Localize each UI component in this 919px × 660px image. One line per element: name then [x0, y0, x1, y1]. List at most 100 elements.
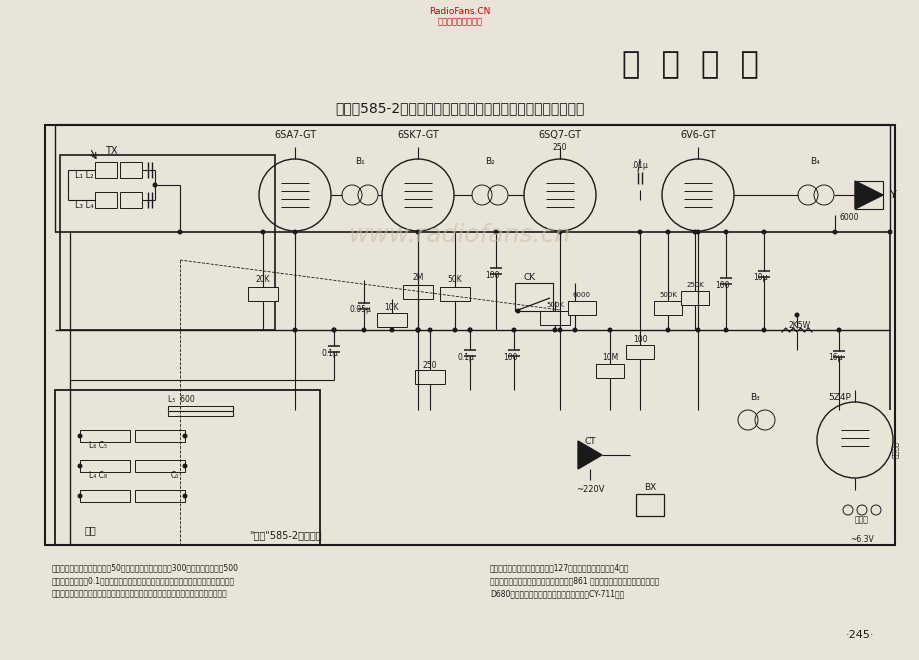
- Text: 0.1μ: 0.1μ: [322, 348, 338, 358]
- Bar: [135, 430, 185, 442]
- Bar: [168, 406, 233, 416]
- Bar: [248, 287, 278, 301]
- Circle shape: [761, 327, 766, 333]
- Bar: [80, 460, 130, 472]
- Circle shape: [695, 230, 699, 234]
- Text: B₁: B₁: [355, 158, 365, 166]
- Text: L₃ L₄: L₃ L₄: [75, 201, 94, 209]
- Circle shape: [452, 327, 457, 333]
- Circle shape: [722, 230, 728, 234]
- Circle shape: [259, 159, 331, 231]
- Circle shape: [664, 230, 670, 234]
- Circle shape: [77, 434, 83, 438]
- Bar: [414, 370, 445, 384]
- Text: 各管灯组: 各管灯组: [891, 442, 897, 459]
- Circle shape: [415, 230, 420, 234]
- Text: Y: Y: [889, 190, 896, 200]
- Text: 250: 250: [552, 143, 567, 152]
- Text: 10μ: 10μ: [752, 273, 766, 282]
- Text: CK: CK: [523, 273, 536, 282]
- Bar: [854, 181, 882, 209]
- Text: D680型交流六管二超彼收音机电路联组间灯CY-711组。: D680型交流六管二超彼收音机电路联组间灯CY-711组。: [490, 589, 624, 598]
- Circle shape: [515, 308, 520, 314]
- Text: 500K: 500K: [546, 302, 563, 308]
- Circle shape: [389, 327, 394, 333]
- Text: B₄: B₄: [810, 158, 819, 166]
- Text: 500K: 500K: [658, 292, 676, 298]
- Text: 收音机爱好者资料库: 收音机爱好者资料库: [437, 18, 482, 26]
- Bar: [625, 345, 653, 359]
- Bar: [80, 490, 130, 502]
- Circle shape: [761, 230, 766, 234]
- Circle shape: [695, 327, 699, 333]
- Text: .01μ: .01μ: [630, 160, 648, 170]
- Text: 【说明】本机电力消耗，小于50瓦，灵敏度：申波不低于300微伏，粗波不低于500: 【说明】本机电力消耗，小于50瓦，灵敏度：申波不低于300微伏，粗波不低于500: [52, 563, 239, 572]
- Circle shape: [182, 494, 187, 498]
- Circle shape: [832, 230, 836, 234]
- Circle shape: [524, 159, 596, 231]
- Text: 双连: 双连: [84, 525, 96, 535]
- Text: 100: 100: [502, 352, 516, 362]
- Text: 2M: 2M: [412, 273, 424, 282]
- Circle shape: [794, 312, 799, 317]
- Circle shape: [415, 327, 420, 333]
- Text: 6V6-GT: 6V6-GT: [679, 130, 715, 140]
- Text: CT: CT: [584, 438, 596, 447]
- Circle shape: [692, 230, 697, 234]
- Bar: [119, 162, 142, 178]
- Text: 0.1μ: 0.1μ: [457, 352, 474, 362]
- Text: B₃: B₃: [749, 393, 759, 403]
- Circle shape: [511, 327, 516, 333]
- Text: 6SQ7-GT: 6SQ7-GT: [538, 130, 581, 140]
- Text: 电台选择，右：波段开关；拾音装置；机后有拾音器插口，插头置入后即可放唱片，此: 电台选择，右：波段开关；拾音装置；机后有拾音器插口，插头置入后即可放唱片，此: [52, 589, 228, 598]
- Circle shape: [637, 230, 641, 234]
- Circle shape: [662, 159, 733, 231]
- Circle shape: [182, 463, 187, 469]
- Circle shape: [260, 230, 266, 234]
- Text: 250: 250: [423, 360, 437, 370]
- Circle shape: [177, 230, 182, 234]
- Bar: [567, 301, 596, 315]
- Text: 250K: 250K: [686, 282, 703, 288]
- Circle shape: [153, 183, 157, 187]
- Circle shape: [664, 327, 670, 333]
- Text: 10M: 10M: [601, 354, 618, 362]
- Circle shape: [493, 230, 498, 234]
- Bar: [539, 311, 570, 325]
- Polygon shape: [854, 181, 882, 209]
- Text: 6000: 6000: [573, 292, 590, 298]
- Circle shape: [607, 327, 612, 333]
- Text: 100: 100: [632, 335, 647, 345]
- Circle shape: [77, 494, 83, 498]
- Circle shape: [331, 327, 336, 333]
- Text: C₀: C₀: [171, 471, 179, 480]
- Circle shape: [557, 327, 562, 333]
- Bar: [80, 430, 130, 442]
- Text: ~6.3V: ~6.3V: [849, 535, 873, 544]
- Text: L₁ L₂: L₁ L₂: [75, 170, 94, 180]
- Text: 6SK7-GT: 6SK7-GT: [397, 130, 438, 140]
- Text: 50K: 50K: [448, 275, 462, 284]
- Text: TX: TX: [105, 146, 118, 156]
- Bar: [119, 192, 142, 208]
- Text: www.radiofans.cn: www.radiofans.cn: [348, 223, 571, 247]
- Bar: [95, 192, 117, 208]
- Text: 时放音电路自动切断；扬声器，127公逢永磁式，有限组抗4欧。: 时放音电路自动切断；扬声器，127公逢永磁式，有限组抗4欧。: [490, 563, 629, 572]
- Circle shape: [381, 159, 453, 231]
- Text: 2K5W: 2K5W: [789, 321, 811, 329]
- Text: L₆ C₅: L₆ C₅: [89, 440, 107, 449]
- Text: 安  徽  产  品: 安 徽 产 品: [621, 51, 757, 79]
- Bar: [439, 287, 470, 301]
- Circle shape: [77, 463, 83, 469]
- Circle shape: [557, 230, 562, 234]
- Bar: [377, 313, 406, 327]
- Bar: [403, 285, 433, 299]
- Circle shape: [331, 327, 336, 333]
- Text: "黄山"585-2甲五－二: "黄山"585-2甲五－二: [248, 530, 321, 540]
- Circle shape: [722, 327, 728, 333]
- Text: 20K: 20K: [255, 275, 270, 284]
- Text: 5Z4P: 5Z4P: [827, 393, 850, 403]
- Text: 黄山牌585-2型交流五管二波段（原安徽合肥广播器材厂产品）: 黄山牌585-2型交流五管二波段（原安徽合肥广播器材厂产品）: [335, 101, 584, 115]
- Bar: [635, 494, 664, 516]
- Text: RadioFans.CN: RadioFans.CN: [429, 7, 490, 16]
